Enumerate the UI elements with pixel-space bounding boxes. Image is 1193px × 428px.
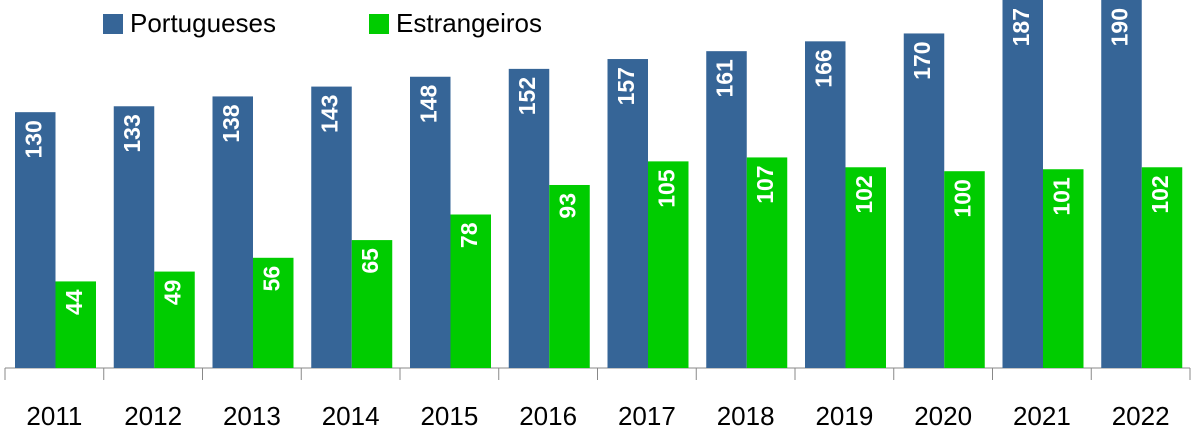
value-label: 187 xyxy=(1008,8,1034,46)
legend-label: Portugueses xyxy=(130,8,276,38)
value-label: 102 xyxy=(1147,175,1173,213)
value-label: 170 xyxy=(909,41,935,79)
bar xyxy=(311,86,352,369)
x-tick-label: 2011 xyxy=(26,401,82,428)
value-label: 93 xyxy=(555,193,581,219)
value-label: 78 xyxy=(456,222,482,248)
x-tick-label: 2015 xyxy=(420,401,478,428)
value-label: 148 xyxy=(415,85,441,124)
x-tick-label: 2022 xyxy=(1112,401,1170,428)
legend-swatch xyxy=(369,14,389,34)
value-label: 157 xyxy=(613,67,639,105)
bar xyxy=(113,106,155,368)
x-tick-label: 2017 xyxy=(618,401,676,428)
value-label: 101 xyxy=(1048,177,1074,216)
bar xyxy=(1141,167,1183,368)
value-label: 166 xyxy=(810,49,836,87)
bar xyxy=(253,257,294,368)
value-label: 133 xyxy=(119,114,145,152)
bar xyxy=(508,68,550,368)
x-tick-label: 2019 xyxy=(815,401,873,428)
bar xyxy=(1002,0,1043,368)
value-label: 190 xyxy=(1107,8,1133,46)
value-label: 138 xyxy=(218,104,244,143)
bar xyxy=(15,112,56,369)
bar xyxy=(549,184,590,368)
bar xyxy=(1043,169,1084,368)
bar xyxy=(212,96,253,369)
value-label: 143 xyxy=(317,95,343,133)
value-label: 100 xyxy=(950,179,976,217)
bar xyxy=(1101,0,1142,369)
x-tick-label: 2014 xyxy=(322,401,380,428)
bar xyxy=(944,171,985,368)
x-tick-label: 2016 xyxy=(519,401,577,428)
legend-swatch xyxy=(103,14,123,34)
value-label: 65 xyxy=(357,248,383,274)
value-label: 102 xyxy=(851,175,877,213)
x-tick-label: 2013 xyxy=(223,401,281,428)
bar xyxy=(607,59,648,368)
bar xyxy=(746,157,788,368)
bar xyxy=(351,240,393,368)
bar xyxy=(154,271,195,368)
bar xyxy=(805,41,846,368)
bar xyxy=(450,214,491,368)
value-label: 130 xyxy=(20,120,46,158)
value-label: 56 xyxy=(258,266,284,292)
x-tick-label: 2020 xyxy=(914,401,972,428)
value-label: 161 xyxy=(712,59,738,98)
value-label: 152 xyxy=(514,77,540,115)
bar xyxy=(648,161,689,368)
legend-label: Estrangeiros xyxy=(396,8,542,38)
x-tick-label: 2021 xyxy=(1013,401,1071,428)
bar xyxy=(410,76,451,369)
bar xyxy=(55,281,96,368)
value-label: 105 xyxy=(653,169,679,208)
x-tick-label: 2012 xyxy=(124,401,182,428)
value-label: 107 xyxy=(752,165,778,203)
bar xyxy=(845,167,886,368)
value-label: 44 xyxy=(61,289,87,315)
bar xyxy=(903,33,945,369)
value-label: 49 xyxy=(160,280,186,306)
x-tick-label: 2018 xyxy=(717,401,775,428)
bar xyxy=(706,51,747,369)
